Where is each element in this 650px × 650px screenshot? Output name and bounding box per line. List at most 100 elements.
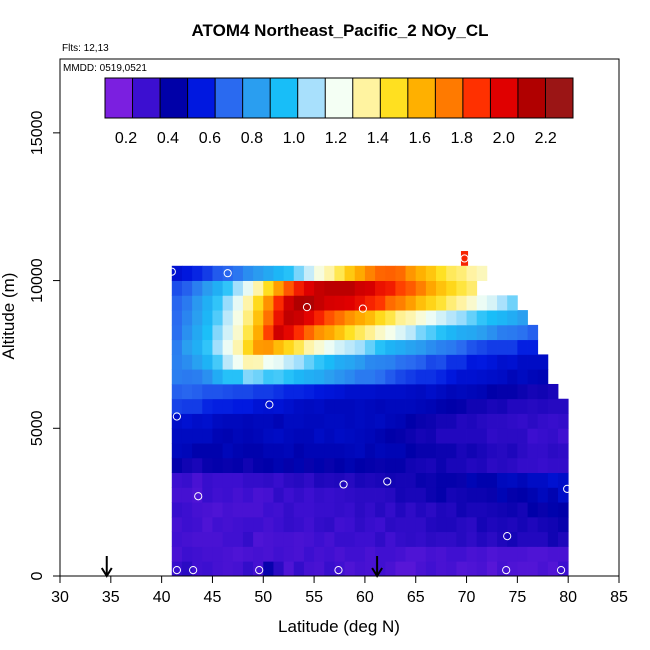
heatmap-cell — [324, 457, 335, 473]
heatmap-cell — [547, 383, 559, 400]
heatmap-cell — [273, 413, 284, 429]
heatmap-cell — [547, 516, 559, 533]
heatmap-cell — [202, 280, 213, 296]
heatmap-cell — [558, 457, 569, 473]
heatmap-cell — [202, 398, 213, 414]
heatmap-cell — [547, 443, 559, 459]
heatmap-cell — [405, 339, 417, 355]
heatmap-cell — [405, 398, 417, 414]
heatmap-cell — [263, 398, 274, 414]
heatmap-cell — [507, 398, 518, 414]
heatmap-cell — [263, 443, 274, 459]
heatmap-cell — [517, 428, 528, 444]
heatmap-cell — [192, 369, 203, 385]
heatmap-cell — [364, 516, 376, 533]
y-tick-label: 15000 — [29, 111, 46, 156]
heatmap-cell — [263, 561, 274, 577]
heatmap-cell — [181, 428, 193, 444]
heatmap-cell — [486, 457, 498, 473]
heatmap-cell — [202, 472, 213, 488]
heatmap-cell — [375, 516, 386, 533]
heatmap-cell — [415, 398, 427, 414]
heatmap-cell — [446, 472, 457, 488]
heatmap-cell — [415, 354, 427, 370]
heatmap-cell — [497, 502, 508, 518]
heatmap-cell — [324, 354, 335, 370]
sample-point — [255, 565, 264, 575]
heatmap-cell — [476, 472, 488, 488]
heatmap-cell — [558, 443, 569, 459]
heatmap-cell — [303, 413, 315, 429]
heatmap-cell — [181, 339, 193, 355]
heatmap-cell — [436, 265, 447, 281]
heatmap-cell — [517, 339, 528, 355]
heatmap-cell — [446, 339, 457, 355]
heatmap-cell — [415, 324, 427, 341]
heatmap-cell — [171, 265, 183, 281]
heatmap-cell — [537, 502, 549, 518]
heatmap-cell — [242, 428, 254, 444]
heatmap-cell — [364, 413, 376, 429]
heatmap-cell — [405, 502, 417, 518]
heatmap-cell — [314, 428, 325, 444]
heatmap-cell — [425, 339, 437, 355]
heatmap-cell — [497, 531, 508, 547]
heatmap-cell — [466, 369, 478, 385]
heatmap-cell — [273, 487, 284, 503]
heatmap-cell — [446, 369, 457, 385]
heatmap-cell — [385, 280, 396, 296]
heatmap-cell — [263, 339, 274, 355]
heatmap-cell — [497, 354, 508, 370]
heatmap-cell — [273, 339, 284, 355]
heatmap-cell — [303, 428, 315, 444]
heatmap-cell — [222, 310, 234, 326]
heatmap-cell — [436, 324, 447, 341]
heatmap-cell — [375, 280, 386, 296]
heatmap-cell — [517, 502, 528, 518]
heatmap-cell — [334, 443, 345, 459]
heatmap-cell — [232, 457, 244, 473]
heatmap-cell — [293, 502, 305, 518]
heatmap-cell — [222, 457, 234, 473]
heatmap-cell — [242, 265, 254, 281]
heatmap-cell — [314, 354, 325, 370]
heatmap-cell — [446, 310, 457, 326]
heatmap-cell — [385, 546, 396, 562]
heatmap-cell — [385, 428, 396, 444]
heatmap-cell — [192, 310, 203, 326]
heatmap-cell — [456, 443, 467, 459]
heatmap-cell — [232, 310, 244, 326]
heatmap-cell — [273, 310, 284, 326]
heatmap-cell — [192, 265, 203, 281]
heatmap-cell — [222, 413, 234, 429]
x-tick-label: 45 — [204, 589, 222, 606]
heatmap-cell — [212, 428, 224, 444]
x-tick-label: 75 — [508, 589, 526, 606]
heatmap-cell — [263, 310, 274, 326]
heatmap-cell — [181, 354, 193, 370]
heatmap-cell — [364, 398, 376, 414]
heatmap-cell — [476, 428, 488, 444]
heatmap-cell — [344, 472, 356, 488]
heatmap-cell — [334, 546, 345, 562]
heatmap-cell — [517, 383, 528, 400]
heatmap-cell — [517, 487, 528, 503]
heatmap-cell — [395, 398, 406, 414]
heatmap-cell — [232, 369, 244, 385]
heatmap-cell — [242, 472, 254, 488]
heatmap-cell — [436, 561, 447, 577]
heatmap-cell — [497, 324, 508, 341]
heatmap-cell — [415, 546, 427, 562]
heatmap-cell — [456, 265, 467, 281]
heatmap-cell — [242, 413, 254, 429]
heatmap-cell — [263, 428, 274, 444]
heatmap-cell — [334, 502, 345, 518]
heatmap-cell — [456, 280, 467, 296]
heatmap-cell — [354, 295, 366, 311]
heatmap-cell — [181, 383, 193, 400]
heatmap-cell — [171, 502, 183, 518]
heatmap-cell — [456, 502, 467, 518]
heatmap-cell — [507, 546, 518, 562]
heatmap-cell — [446, 516, 457, 533]
